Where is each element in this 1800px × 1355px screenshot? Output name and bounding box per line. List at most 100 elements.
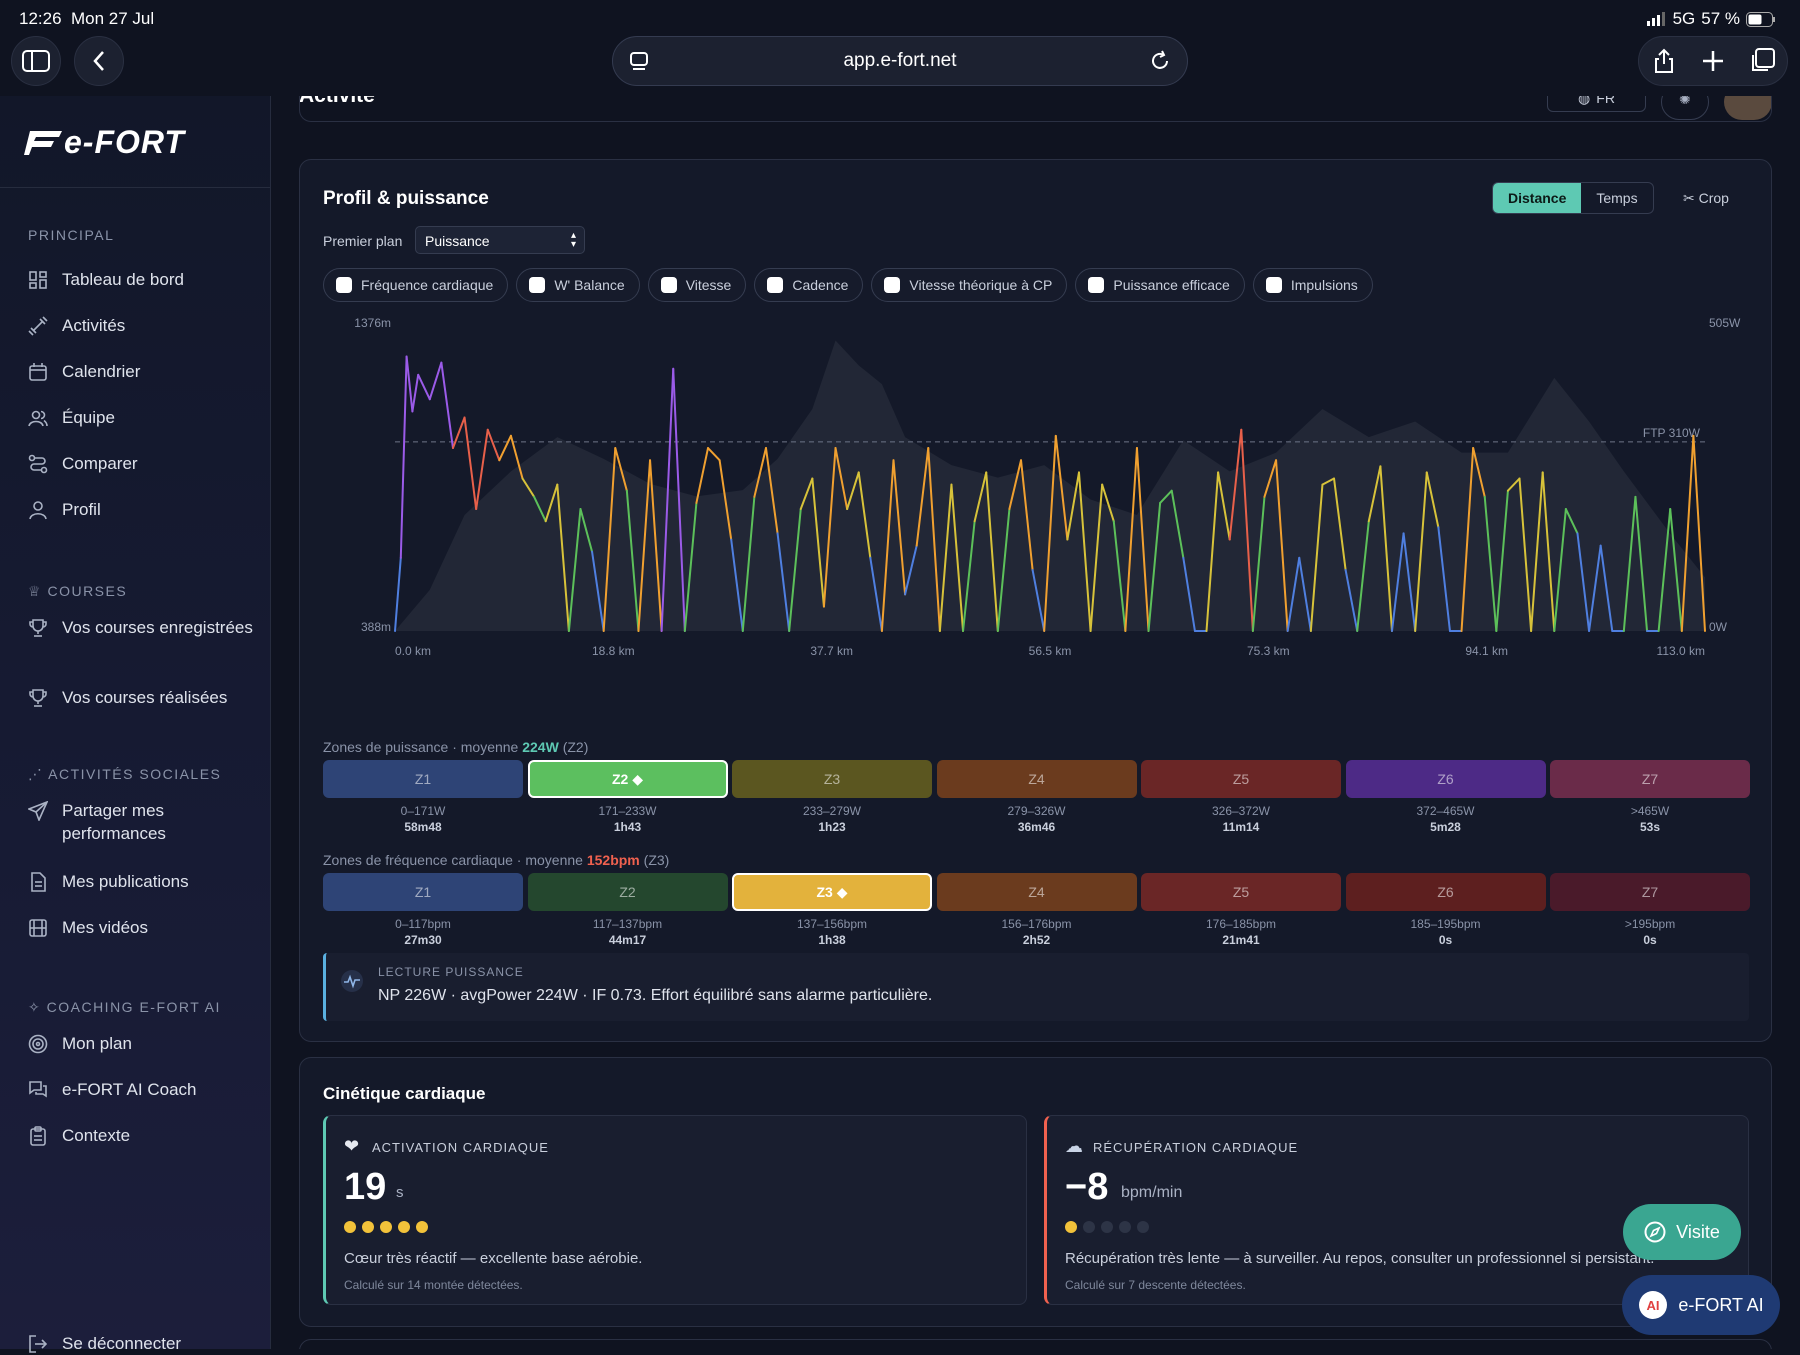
reload-icon[interactable] <box>1149 50 1171 72</box>
checkbox-box[interactable] <box>884 277 901 293</box>
power-segment <box>718 459 733 541</box>
new-tab-icon[interactable] <box>1702 50 1724 72</box>
power-segment <box>904 544 918 596</box>
power-segment <box>1425 471 1440 529</box>
checkbox-box[interactable] <box>1088 277 1105 293</box>
zone-bar[interactable]: Z6 <box>1345 873 1546 911</box>
power-segment <box>1576 532 1591 632</box>
zone-time: 27m30 <box>404 933 442 947</box>
power-segment <box>1263 459 1278 498</box>
power-segment <box>938 483 953 632</box>
overlay-checkbox[interactable]: W' Balance <box>516 268 640 302</box>
address-bar[interactable]: app.e-fort.net <box>612 36 1188 86</box>
page-menu-icon[interactable] <box>630 52 648 72</box>
share-icon[interactable] <box>1653 48 1675 74</box>
sidebar-item-videos[interactable]: Mes vidéos <box>28 916 258 939</box>
sidebar-item-compare[interactable]: Comparer <box>28 452 258 475</box>
sidebar-item-activities[interactable]: Activités <box>28 314 258 337</box>
power-segment <box>1240 428 1254 632</box>
zone-bar[interactable]: Z4 <box>936 873 1137 911</box>
sidebar-item-context[interactable]: Contexte <box>28 1124 258 1147</box>
zone-bar[interactable]: Z4 <box>936 760 1137 798</box>
zone-bar[interactable]: Z3 <box>732 760 932 798</box>
overlay-checkboxes: Fréquence cardiaque W' Balance Vitesse Cade… <box>323 268 1373 302</box>
ai-assistant-button[interactable]: AI e-FORT AI <box>1622 1275 1780 1335</box>
power-segment <box>695 447 710 504</box>
sidebar-toggle-button[interactable] <box>11 36 61 86</box>
power-segment <box>1101 483 1115 523</box>
power-segment <box>1657 508 1672 632</box>
sidebar-item-team[interactable]: Équipe <box>28 406 258 429</box>
overlay-checkbox[interactable]: Vitesse <box>647 268 747 302</box>
back-button[interactable] <box>74 36 124 86</box>
sidebar-item-dashboard[interactable]: Tableau de bord <box>28 268 258 291</box>
overlay-checkbox[interactable]: Vitesse théorique à CP <box>871 268 1068 302</box>
checkbox-label: W' Balance <box>554 277 625 293</box>
logout-button[interactable]: Se déconnecter <box>28 1332 258 1355</box>
zone-time: 0s <box>1438 933 1453 947</box>
zone-bar[interactable]: Z5 <box>1141 873 1341 911</box>
zone-bar[interactable]: Z7 <box>1550 873 1750 911</box>
app-logo[interactable]: e-FORT <box>24 124 185 161</box>
zone-bar[interactable]: Z6 <box>1345 760 1546 798</box>
calendar-icon <box>29 363 47 381</box>
sidebar-item-plan[interactable]: Mon plan <box>28 1032 258 1055</box>
visit-button[interactable]: Visite <box>1623 1204 1741 1260</box>
next-card <box>299 1339 1772 1349</box>
section-social: ⋰ ACTIVITÉS SOCIALES <box>28 766 222 782</box>
power-segment <box>707 447 721 462</box>
power-segment <box>915 447 930 547</box>
overlay-checkbox[interactable]: Puissance efficace <box>1075 268 1245 302</box>
x-tick-label: 94.1 km <box>1465 644 1508 658</box>
power-reading-box: LECTURE PUISSANCE NP 226W · avgPower 224… <box>323 953 1749 1021</box>
zone-time: 1h23 <box>818 820 846 834</box>
toggle-distance[interactable]: Distance <box>1493 183 1582 213</box>
zone-legend: 326–372W 11m14 <box>1141 803 1341 835</box>
zone-bar[interactable]: Z2 ◆ <box>527 760 728 798</box>
zone-time: 1h38 <box>818 933 846 947</box>
rating-dot <box>1119 1221 1131 1233</box>
trophy-small-icon: ♕ <box>28 583 48 599</box>
zone-bar[interactable]: Z7 <box>1550 760 1750 798</box>
sidebar-item-saved-races[interactable]: Vos courses enregistrées <box>28 616 258 639</box>
overlay-checkbox[interactable]: Cadence <box>754 268 864 302</box>
power-segment <box>475 428 489 511</box>
foreground-select[interactable]: Puissance ▴ ▾ <box>415 226 585 254</box>
checkbox-box[interactable] <box>660 277 677 293</box>
sidebar-item-ai-coach[interactable]: e-FORT AI Coach <box>28 1078 258 1101</box>
power-segment <box>1599 544 1614 632</box>
power-segment <box>822 447 837 608</box>
tabs-icon[interactable] <box>1749 48 1775 74</box>
sidebar-item-calendar[interactable]: Calendrier <box>28 360 258 383</box>
zone-bar[interactable]: Z2 <box>527 873 728 911</box>
zone-range: 0–171W <box>400 804 446 818</box>
sidebar-item-profile[interactable]: Profil <box>28 498 258 521</box>
zone-time: 11m14 <box>1222 820 1260 834</box>
sun-icon: ✺ <box>1679 96 1691 107</box>
sidebar-item-done-races[interactable]: Vos courses réalisées <box>28 686 258 709</box>
power-segment <box>544 483 559 523</box>
checkbox-box[interactable] <box>336 277 352 293</box>
zone-bar[interactable]: Z1 <box>323 760 523 798</box>
checkbox-box[interactable] <box>1265 277 1282 293</box>
power-segment <box>962 520 976 632</box>
zone-bar[interactable]: Z3 ◆ <box>732 873 932 911</box>
language-selector[interactable]: ◍ FR <box>1547 96 1646 112</box>
rating-dot <box>1101 1221 1113 1233</box>
sidebar-item-share[interactable]: Partager mes performances <box>28 799 258 845</box>
sidebar-item-publications[interactable]: Mes publications <box>28 870 258 893</box>
power-segment <box>741 495 756 632</box>
zone-bar[interactable]: Z5 <box>1141 760 1341 798</box>
power-segment <box>1182 556 1196 632</box>
zone-legend: >465W 53s <box>1550 803 1750 835</box>
overlay-checkbox[interactable]: Fréquence cardiaque <box>323 268 509 302</box>
checkbox-box[interactable] <box>529 277 546 293</box>
power-zones-label: Zones de puissance · moyenne 224W (Z2) <box>323 739 589 755</box>
crop-button[interactable]: ✂ Crop <box>1683 190 1729 206</box>
toggle-time[interactable]: Temps <box>1596 190 1638 206</box>
power-segment <box>753 447 767 498</box>
zone-bar[interactable]: Z1 <box>323 873 523 911</box>
checkbox-box[interactable] <box>767 277 784 293</box>
power-segment <box>776 532 791 632</box>
overlay-checkbox[interactable]: Impulsions <box>1252 268 1373 302</box>
